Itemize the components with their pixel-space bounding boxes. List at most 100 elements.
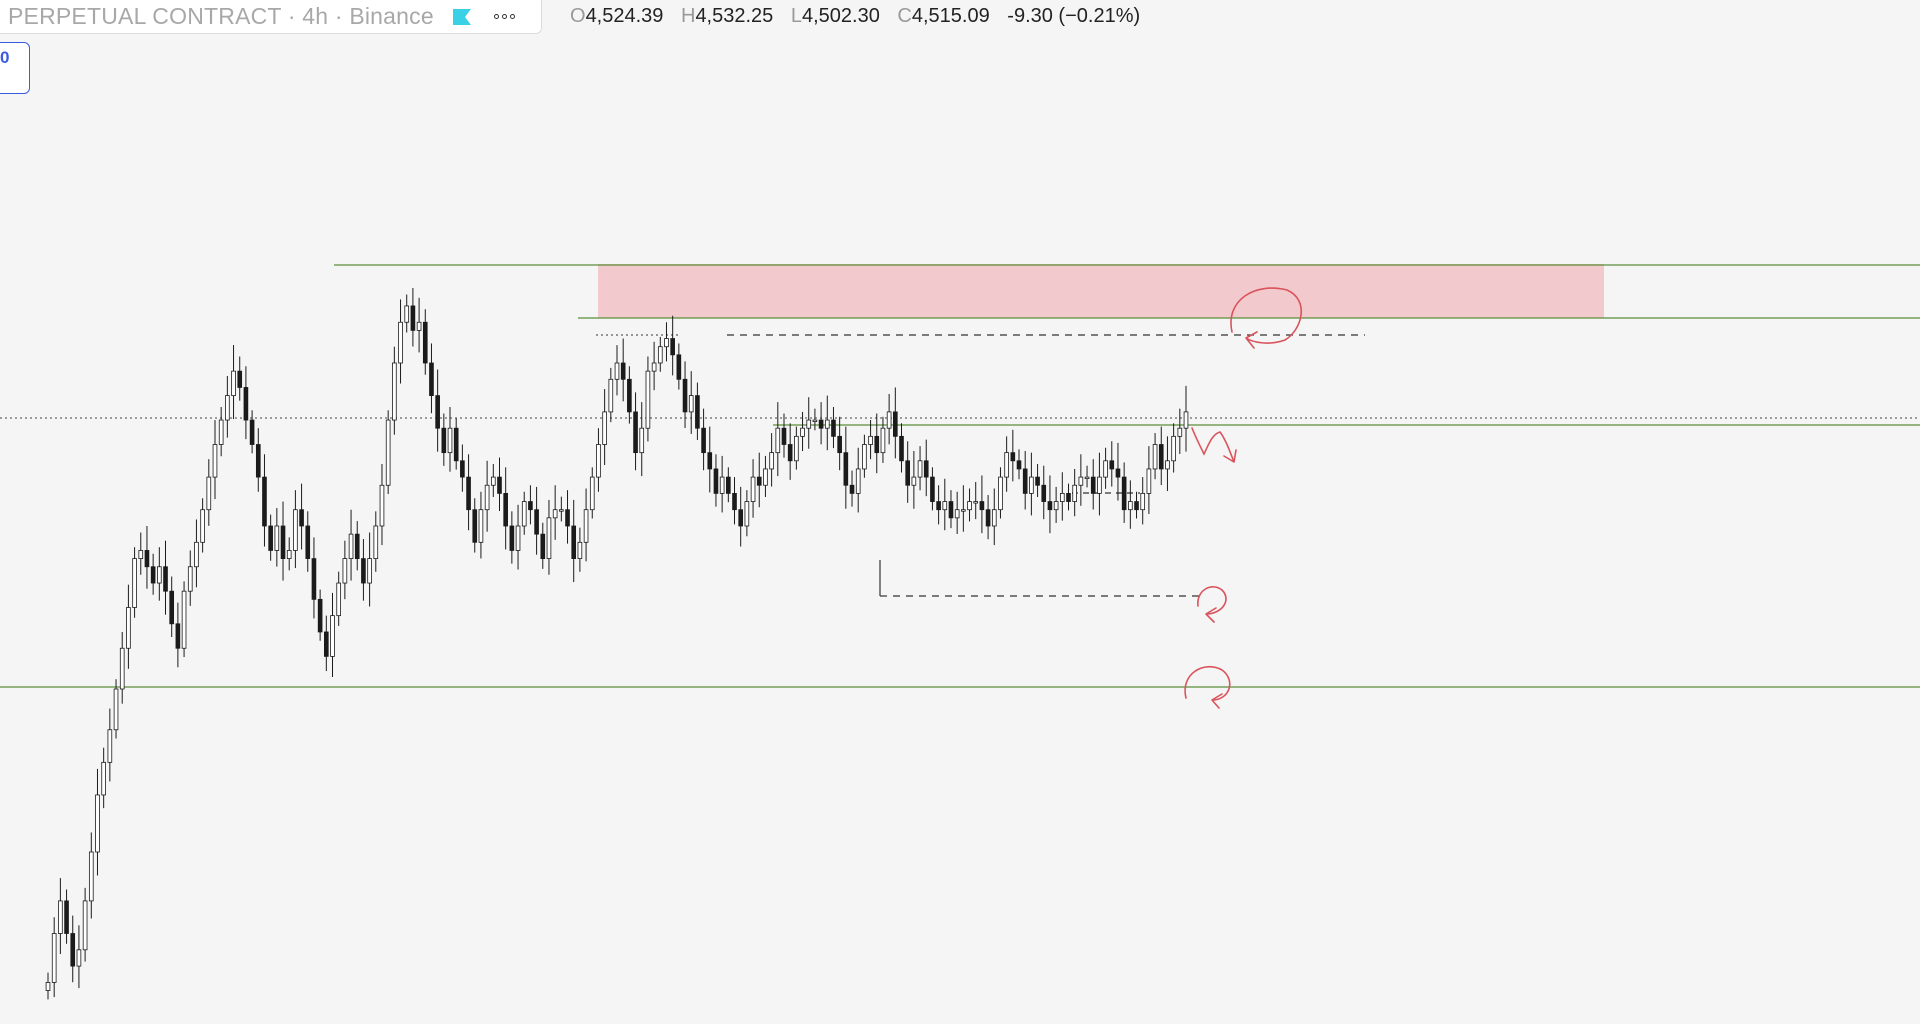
candle-bullish xyxy=(379,484,385,527)
candle-bullish xyxy=(76,949,82,967)
candle-bullish xyxy=(107,729,113,763)
candle-bullish xyxy=(1140,492,1146,511)
flag-icon[interactable] xyxy=(452,8,472,26)
change-value: -9.30 (−0.21%) xyxy=(1007,5,1141,27)
candle-bearish xyxy=(497,476,502,494)
candle-bearish xyxy=(874,435,880,454)
candle-bullish xyxy=(614,362,620,380)
candle-bearish xyxy=(756,476,762,486)
candle-bearish xyxy=(948,501,954,519)
candle-bullish xyxy=(1171,435,1176,462)
candle-bearish xyxy=(670,338,675,356)
more-icon[interactable] xyxy=(493,14,515,19)
candle-bearish xyxy=(565,509,570,527)
candle-bullish xyxy=(800,427,805,437)
candle-bearish xyxy=(1022,468,1028,494)
candle-bearish xyxy=(441,427,447,454)
candle-bearish xyxy=(676,354,682,380)
candle-bearish xyxy=(726,476,731,494)
candle-bullish xyxy=(794,435,799,462)
candle-bullish xyxy=(1053,501,1059,511)
candle-bullish xyxy=(1029,476,1034,494)
candle-bearish xyxy=(243,387,249,421)
candle-bearish xyxy=(1121,476,1127,511)
arrow-down-mid[interactable] xyxy=(1191,427,1237,463)
candle-bullish xyxy=(942,501,948,511)
candle-bearish xyxy=(571,525,577,559)
candle-bearish xyxy=(262,476,267,527)
candle-bullish xyxy=(398,321,403,364)
candle-bearish xyxy=(1035,476,1040,486)
reversal-loop-top[interactable] xyxy=(1230,287,1303,349)
candle-bullish xyxy=(348,533,354,560)
candle-bullish xyxy=(917,460,923,478)
candle-bullish xyxy=(119,647,125,690)
candle-bullish xyxy=(231,370,236,396)
candle-bearish xyxy=(707,452,713,470)
candle-bearish xyxy=(738,509,744,527)
candle-bullish xyxy=(342,558,348,584)
reversal-loop-mid[interactable] xyxy=(1197,586,1227,623)
candle-bullish xyxy=(478,509,484,543)
low-value: 4,502.30 xyxy=(801,5,880,27)
candle-bullish xyxy=(911,476,917,486)
candle-bearish xyxy=(361,558,366,584)
candle-bearish xyxy=(620,362,626,380)
candle-bullish xyxy=(330,615,335,657)
supply-zone[interactable] xyxy=(598,264,1604,318)
candle-bullish xyxy=(45,982,51,991)
symbol-title[interactable]: PERPETUAL CONTRACT · 4h · Binance xyxy=(8,3,434,29)
candle-bearish xyxy=(503,492,508,527)
candle-bullish xyxy=(1059,492,1065,502)
symbol-legend[interactable]: PERPETUAL CONTRACT · 4h · Binance xyxy=(0,0,542,34)
candle-bearish xyxy=(299,509,304,527)
candle-bearish xyxy=(509,525,515,551)
candle-bearish xyxy=(268,525,273,551)
candle-bearish xyxy=(627,378,632,413)
candle-bullish xyxy=(645,370,651,429)
candle-bullish xyxy=(657,346,663,364)
candle-bearish xyxy=(305,525,311,559)
candle-bullish xyxy=(293,509,298,551)
candle-bullish xyxy=(132,558,137,608)
high-label: H xyxy=(680,5,696,27)
ohlc-readout: O4,524.39 H4,532.25 L4,502.30 C4,515.09 … xyxy=(570,5,1140,28)
candle-bearish xyxy=(695,395,700,429)
candle-bearish xyxy=(1066,492,1071,502)
candle-bearish xyxy=(936,501,941,511)
candle-bullish xyxy=(991,509,997,527)
annotations[interactable] xyxy=(1184,287,1303,709)
candle-bearish xyxy=(930,476,935,502)
candle-bearish xyxy=(70,933,76,967)
candle-bearish xyxy=(311,558,317,600)
candle-bullish xyxy=(775,427,781,454)
candle-bearish xyxy=(787,444,793,462)
candle-bearish xyxy=(460,460,465,478)
reversal-loop-bottom[interactable] xyxy=(1184,665,1231,709)
candle-bullish xyxy=(218,419,224,445)
candle-bearish xyxy=(466,476,471,511)
candle-bullish xyxy=(95,794,100,853)
candle-bullish xyxy=(157,566,162,584)
open-value: 4,524.39 xyxy=(585,5,664,27)
candle-bullish xyxy=(559,509,564,512)
candle-bearish xyxy=(1010,452,1016,462)
candle-bullish xyxy=(589,476,595,511)
candle-bearish xyxy=(280,525,286,559)
candle-bullish xyxy=(608,378,614,413)
indicator-badge[interactable]: 0 xyxy=(0,42,30,94)
candle-bearish xyxy=(317,598,323,633)
candle-bearish xyxy=(163,566,168,592)
candle-bullish xyxy=(113,688,119,731)
candle-bullish xyxy=(82,900,88,951)
candle-bearish xyxy=(818,419,824,429)
candle-bearish xyxy=(899,435,904,462)
candle-bullish xyxy=(961,509,966,512)
candle-bullish xyxy=(855,468,861,494)
candle-bullish xyxy=(750,476,756,502)
candle-bearish xyxy=(985,509,991,527)
candle-bullish xyxy=(1103,460,1108,478)
candle-bearish xyxy=(540,533,546,560)
